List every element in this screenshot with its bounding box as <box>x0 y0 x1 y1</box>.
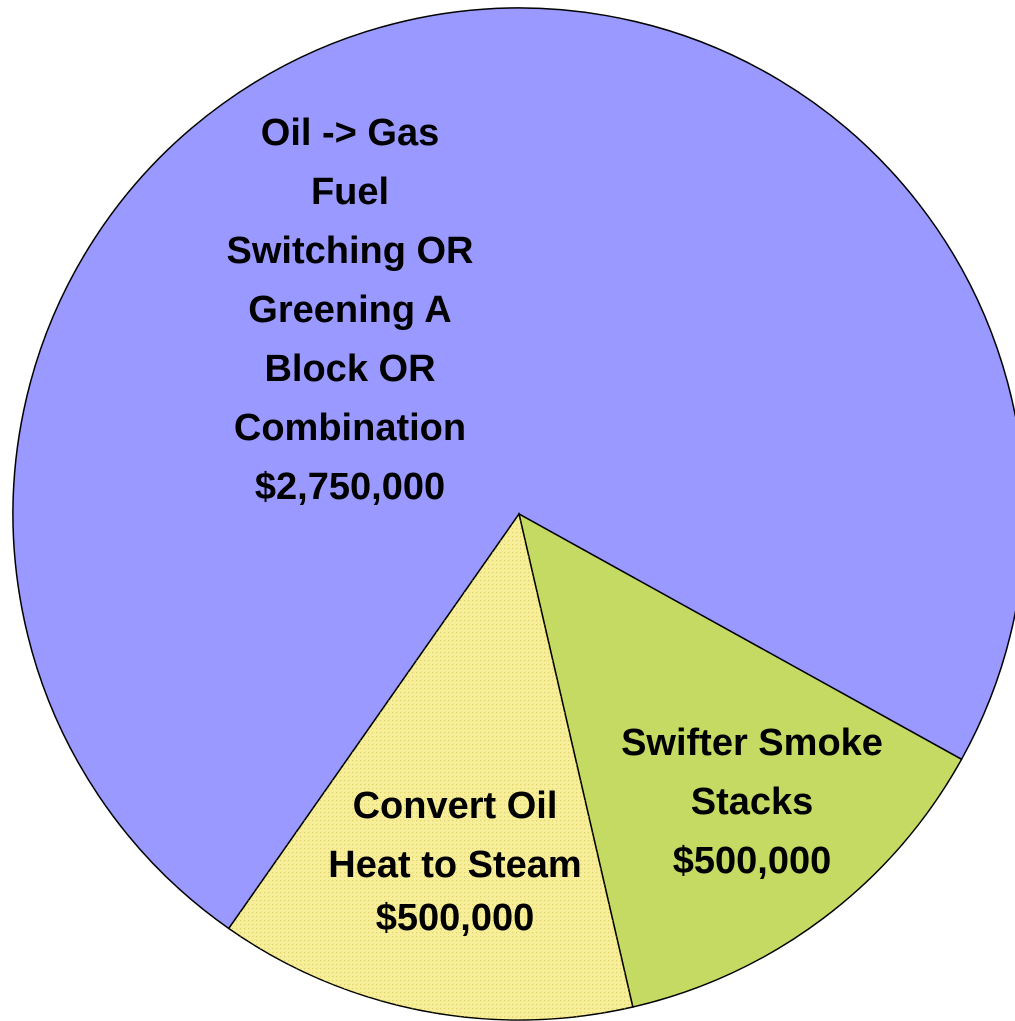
value-label: $2,750,000 <box>255 466 445 508</box>
category-label: Stacks <box>691 781 814 823</box>
slice-label: Swifter Smoke Stacks $500,000 <box>621 722 883 882</box>
category-label: Convert Oil <box>353 785 558 827</box>
category-label: Block OR <box>264 348 435 390</box>
slice-texture <box>228 514 633 1020</box>
category-label: Greening A <box>248 289 451 331</box>
value-label: $500,000 <box>376 897 535 939</box>
category-label: Swifter Smoke <box>621 722 883 764</box>
slice-label: Oil -> Gas Fuel Switching OR Greening A Bloc… <box>227 112 474 508</box>
category-label: Combination <box>234 407 466 449</box>
category-label: Oil -> Gas <box>261 112 439 154</box>
pie-slice <box>12 7 1015 930</box>
slice-label: Convert Oil Heat to Steam $500,000 <box>328 785 581 939</box>
pie-slice <box>517 512 963 1008</box>
value-label: $500,000 <box>673 840 832 882</box>
category-label: Switching OR <box>227 230 474 272</box>
category-label: Heat to Steam <box>328 844 581 886</box>
category-label: Fuel <box>311 171 389 213</box>
